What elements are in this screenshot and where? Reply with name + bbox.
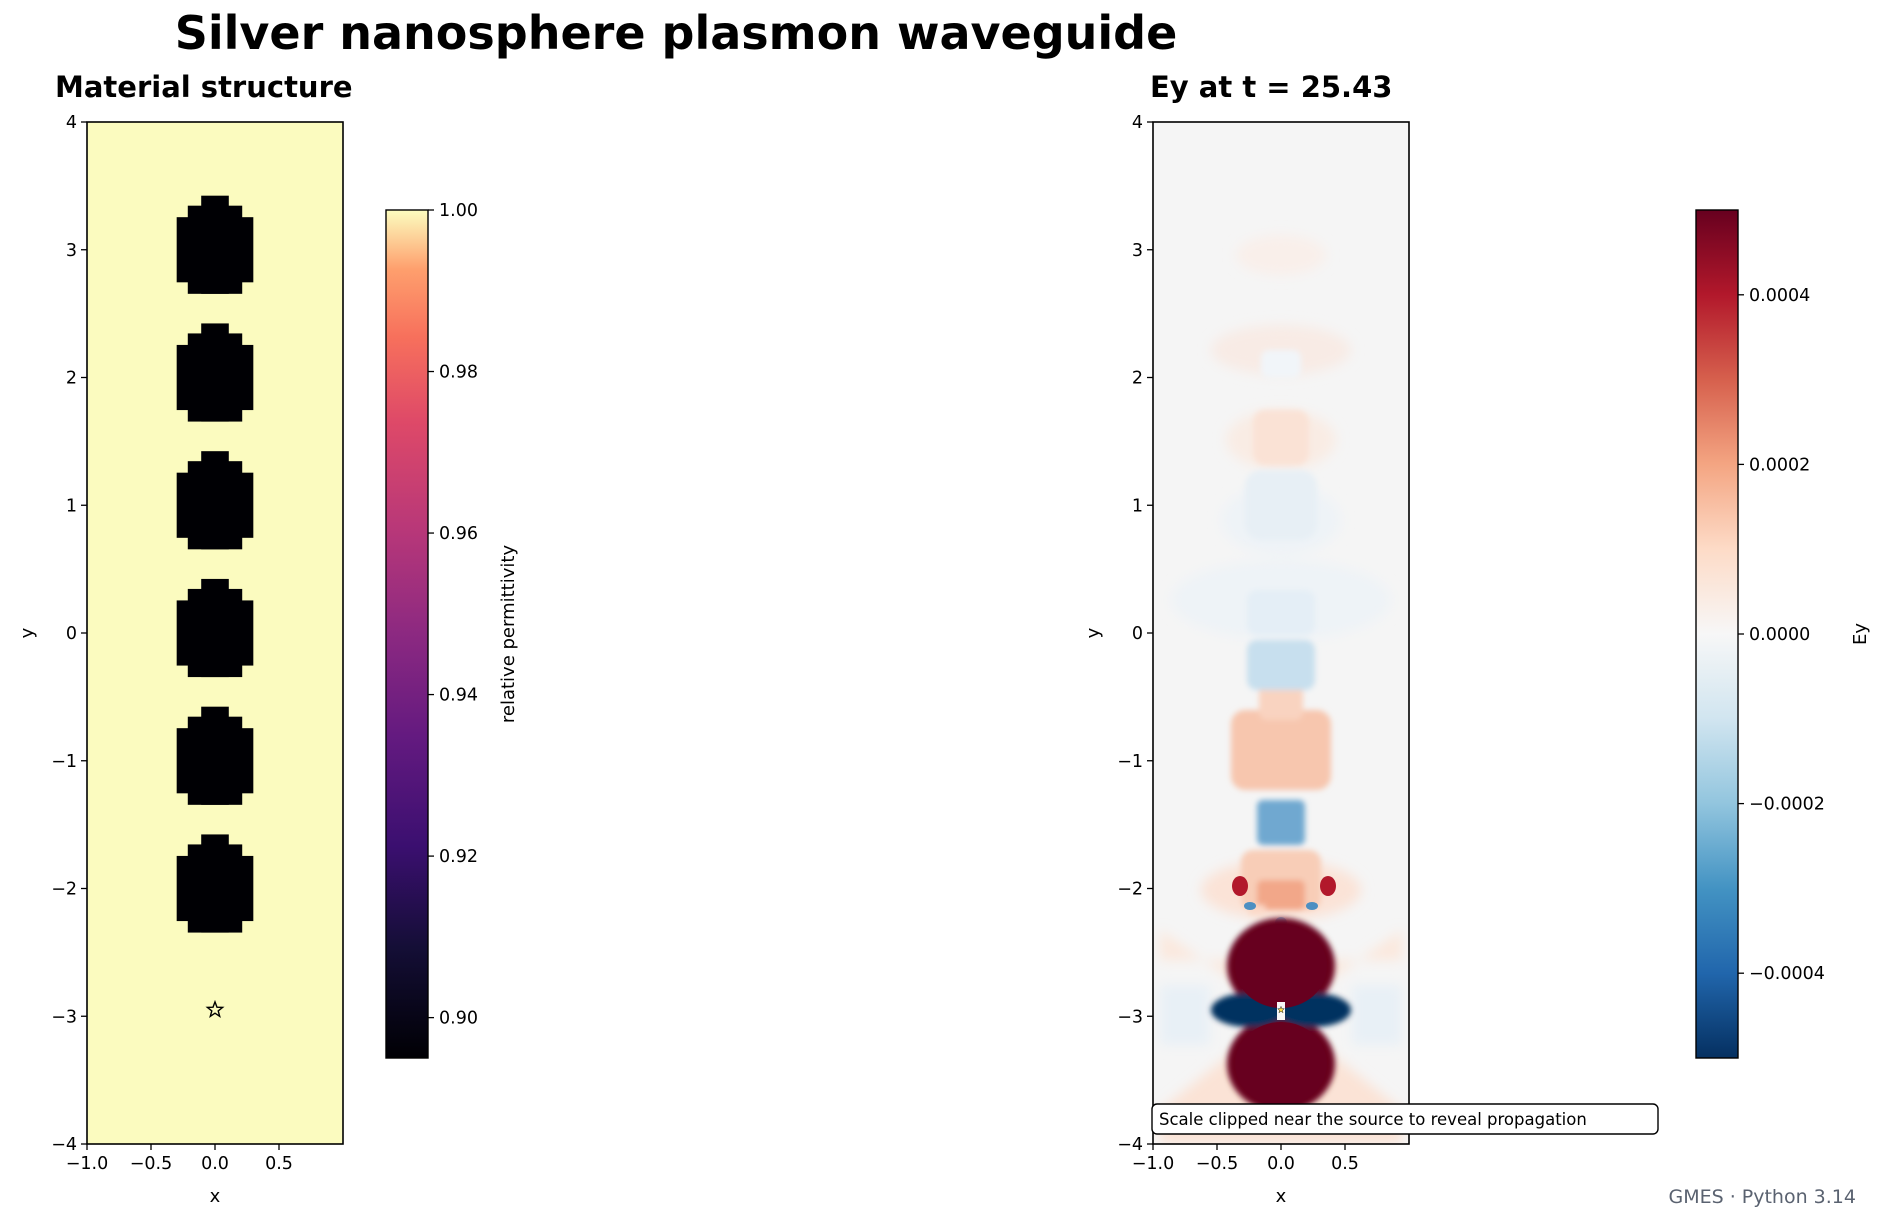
colorbar-tick-label: 0.92 <box>439 847 478 867</box>
colorbar-tick-label: −0.0002 <box>1749 795 1825 815</box>
x-tick-label: 0.0 <box>1267 1154 1295 1174</box>
colorbar-tick-label: 0.90 <box>439 1009 478 1029</box>
figure-title: Silver nanosphere plasmon waveguide <box>175 6 1178 60</box>
y-tick-label: 1 <box>1132 496 1143 516</box>
nanosphere <box>176 578 254 678</box>
field-x-axis-label: x <box>1276 1186 1287 1207</box>
y-tick-label: −3 <box>1117 1007 1143 1027</box>
y-tick-label: 3 <box>1132 241 1143 261</box>
y-tick-label: 4 <box>1132 113 1143 133</box>
y-tick-label: 3 <box>66 241 77 261</box>
colorbar-tick-label: −0.0004 <box>1749 964 1825 984</box>
ey-colorbar <box>1695 209 1739 1059</box>
y-tick-label: 4 <box>66 113 77 133</box>
clip-note-text: Scale clipped near the source to reveal … <box>1159 1110 1587 1129</box>
clip-note-box <box>1151 1103 1659 1135</box>
y-tick-label: 0 <box>1132 624 1143 644</box>
field-y-axis-label: y <box>1083 627 1104 638</box>
y-tick-label: 2 <box>66 369 77 389</box>
y-tick-label: −4 <box>51 1135 77 1155</box>
ey-colorbar-ticks: −0.0004 −0.0002 0.0000 0.0002 0.0004 <box>1738 286 1825 984</box>
source-star-marker <box>205 999 225 1018</box>
y-tick-label: 1 <box>66 496 77 516</box>
material-y-ticks: −4 −3 −2 −1 0 1 2 3 4 <box>51 113 87 1155</box>
x-tick-label: 0.5 <box>1331 1154 1359 1174</box>
nanosphere <box>176 195 254 294</box>
y-tick-label: −4 <box>1117 1135 1143 1155</box>
colorbar-tick-label: 0.0004 <box>1749 286 1810 306</box>
source-star-icon <box>205 999 225 1018</box>
x-tick-label: −1.0 <box>1132 1154 1175 1174</box>
nanosphere <box>176 323 254 422</box>
nanosphere <box>176 706 254 805</box>
x-tick-label: −1.0 <box>66 1154 109 1174</box>
colorbar-tick-label: 0.96 <box>439 524 478 544</box>
material-panel-title: Material structure <box>55 70 353 104</box>
source-star-icon <box>1276 1005 1286 1014</box>
y-tick-label: 2 <box>1132 369 1143 389</box>
x-tick-label: −0.5 <box>130 1154 173 1174</box>
colorbar-tick-label: 0.0002 <box>1749 455 1810 475</box>
colorbar-tick-label: 0.0000 <box>1749 625 1810 645</box>
material-y-axis-label: y <box>17 627 38 638</box>
field-y-ticks: −4 −3 −2 −1 0 1 2 3 4 <box>1117 113 1153 1155</box>
ey-colorbar-label: Ey <box>1850 623 1871 645</box>
y-tick-label: −2 <box>1117 880 1143 900</box>
permittivity-colorbar <box>385 209 429 1059</box>
permittivity-colorbar-ticks: 0.90 0.92 0.94 0.96 0.98 1.00 <box>428 201 478 1029</box>
y-tick-label: −1 <box>51 752 77 772</box>
field-heatmap <box>1153 122 1409 1144</box>
colorbar-tick-label: 1.00 <box>439 201 478 221</box>
nanosphere <box>176 451 254 550</box>
x-tick-label: 0.5 <box>265 1154 293 1174</box>
colorbar-tick-label: 0.98 <box>439 363 478 383</box>
field-panel-title: Ey at t = 25.43 <box>1150 70 1392 104</box>
y-tick-label: −1 <box>1117 752 1143 772</box>
nanosphere-group <box>176 195 254 933</box>
y-tick-label: 0 <box>66 624 77 644</box>
permittivity-colorbar-label: relative permittivity <box>498 545 519 724</box>
field-source-star-marker <box>1276 1005 1286 1014</box>
x-tick-label: −0.5 <box>1196 1154 1239 1174</box>
y-tick-label: −3 <box>51 1007 77 1027</box>
material-x-axis-label: x <box>210 1186 221 1207</box>
colorbar-tick-label: 0.94 <box>439 686 478 706</box>
footer-credit: GMES · Python 3.14 <box>1668 1186 1856 1208</box>
x-tick-label: 0.0 <box>201 1154 229 1174</box>
field-x-ticks: −1.0 −0.5 0.0 0.5 <box>1132 1144 1359 1174</box>
nanosphere <box>176 834 254 933</box>
y-tick-label: −2 <box>51 880 77 900</box>
material-x-ticks: −1.0 −0.5 0.0 0.5 <box>66 1144 293 1174</box>
